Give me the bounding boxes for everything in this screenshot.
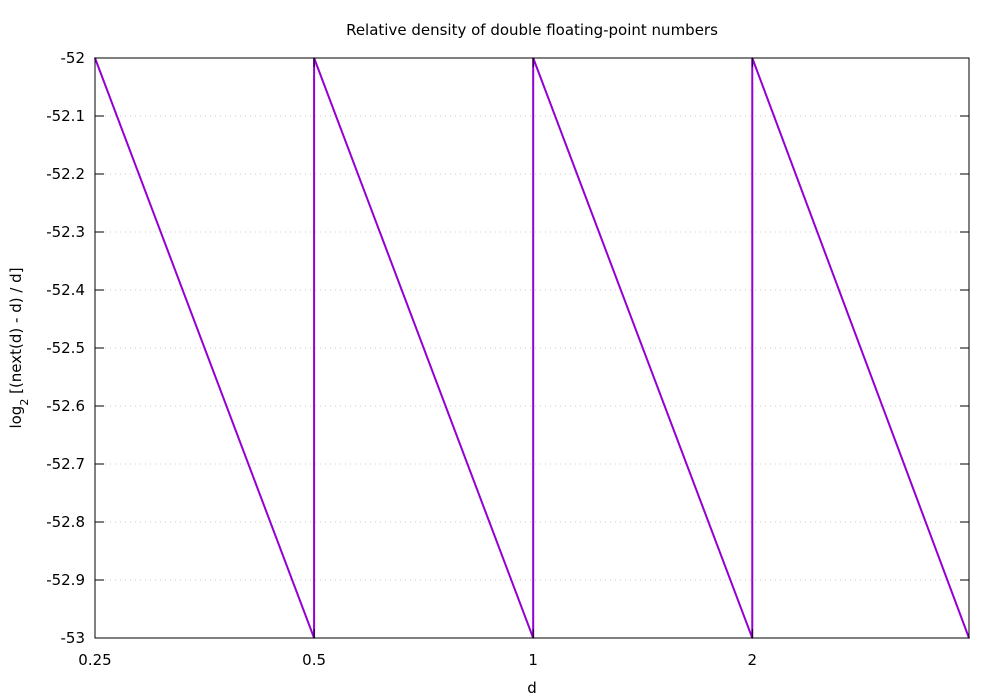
chart-title: Relative density of double floating-poin… [346,21,718,39]
x-tick-label-1: 1 [528,651,538,669]
y-tick-label-52-8: -52.8 [46,513,85,531]
label-layer: Relative density of double floating-poin… [7,21,718,697]
y-axis-label-subscript: 2 [18,399,31,406]
y-tick-label-52-9: -52.9 [46,571,85,589]
x-tick-label-0-25: 0.25 [78,651,111,669]
y-axis-label-prefix: log [7,406,25,429]
x-tick-label-0-5: 0.5 [302,651,326,669]
y-tick-label-52-5: -52.5 [46,339,85,357]
y-tick-label-52-6: -52.6 [46,397,85,415]
y-tick-label-52-2: -52.2 [46,165,85,183]
y-tick-label-52-1: -52.1 [46,107,85,125]
tick-layer: -52 -52.1 -52.2 -52.3 -52.4 -52.5 -52.6 -52.7 -5… [46,49,969,669]
series-line-0 [94,57,970,639]
y-tick-label-52-7: -52.7 [46,455,85,473]
y-tick-label-53: -53 [61,629,86,647]
y-tick-label-52-3: -52.3 [46,223,85,241]
y-axis-label-suffix: [(next(d) - d) / d] [7,267,25,398]
x-tick-label-2: 2 [748,651,758,669]
grid-layer [95,115,969,581]
plot-frame [94,57,970,639]
y-tick-label-52: -52 [61,49,86,67]
y-tick-label-52-4: -52.4 [46,281,85,299]
y-axis-label: log2 [(next(d) - d) / d] [7,267,31,428]
x-axis-label: d [527,679,537,697]
